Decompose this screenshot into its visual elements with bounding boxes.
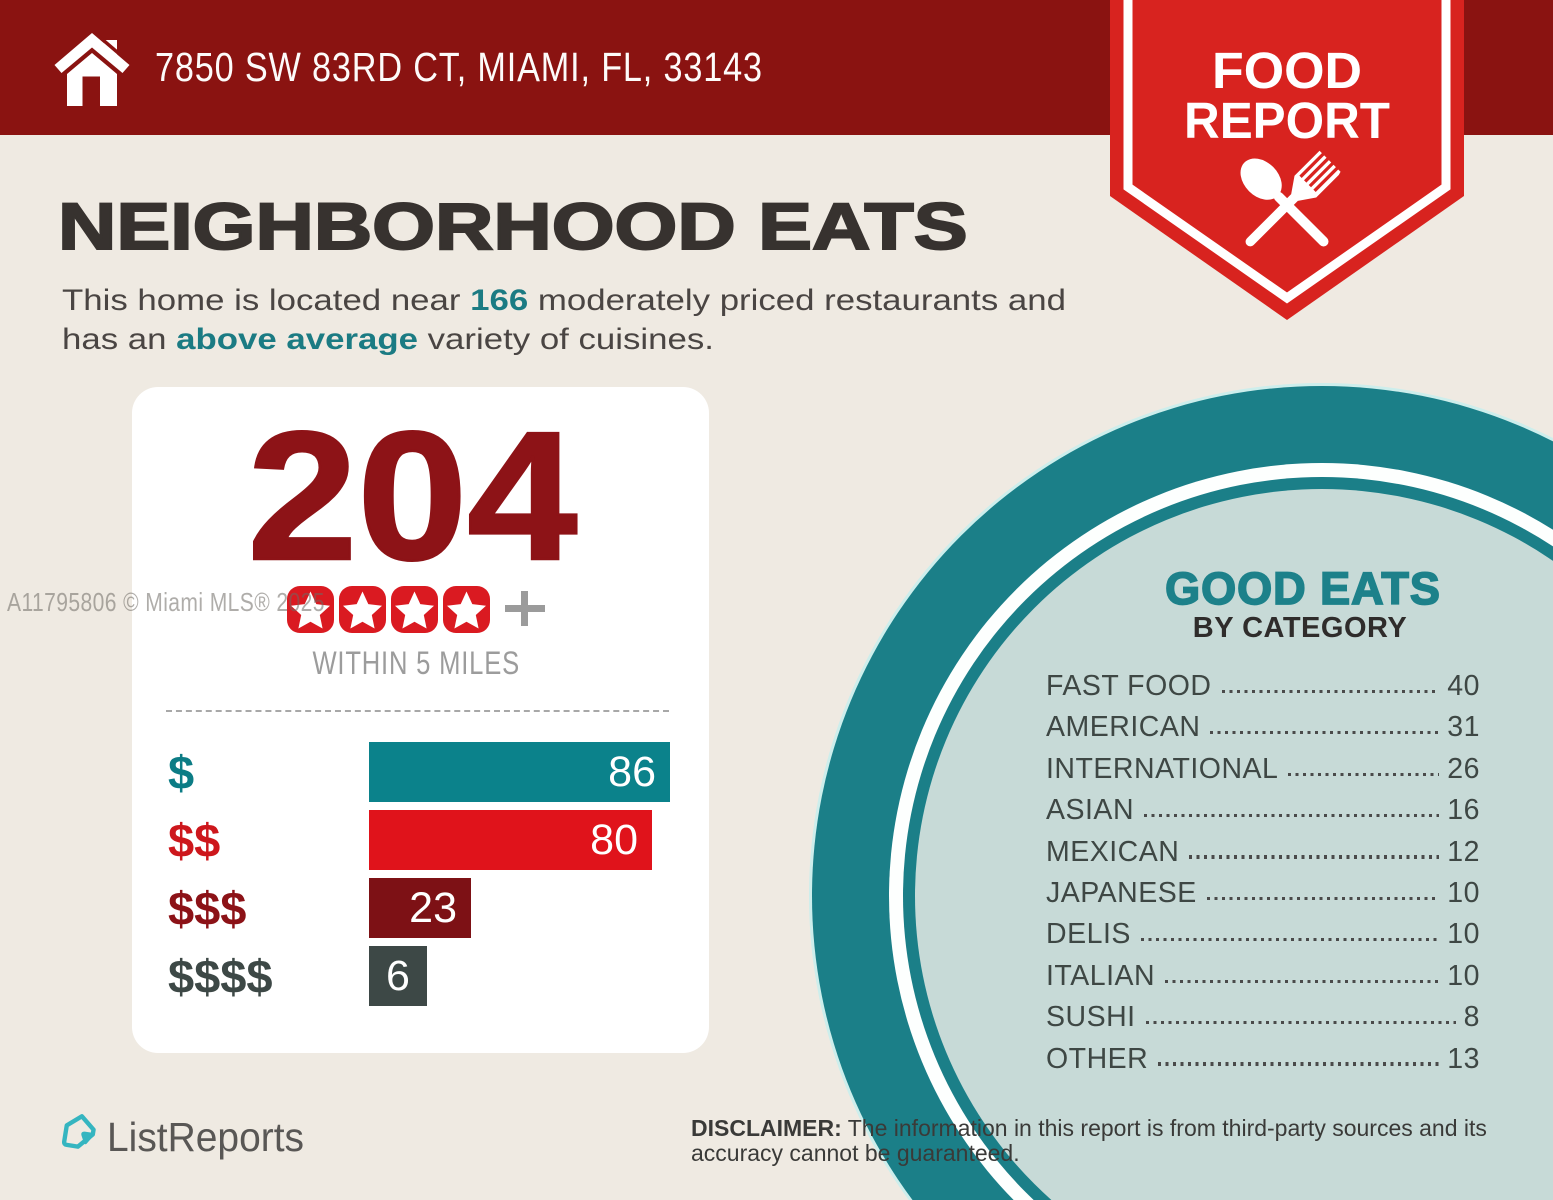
- svg-text:REPORT: REPORT: [1184, 92, 1390, 149]
- svg-text:FOOD: FOOD: [1212, 42, 1362, 99]
